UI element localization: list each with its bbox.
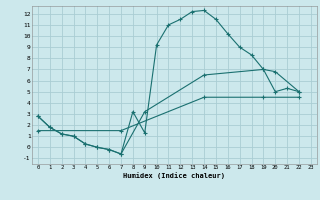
X-axis label: Humidex (Indice chaleur): Humidex (Indice chaleur) xyxy=(124,172,225,179)
